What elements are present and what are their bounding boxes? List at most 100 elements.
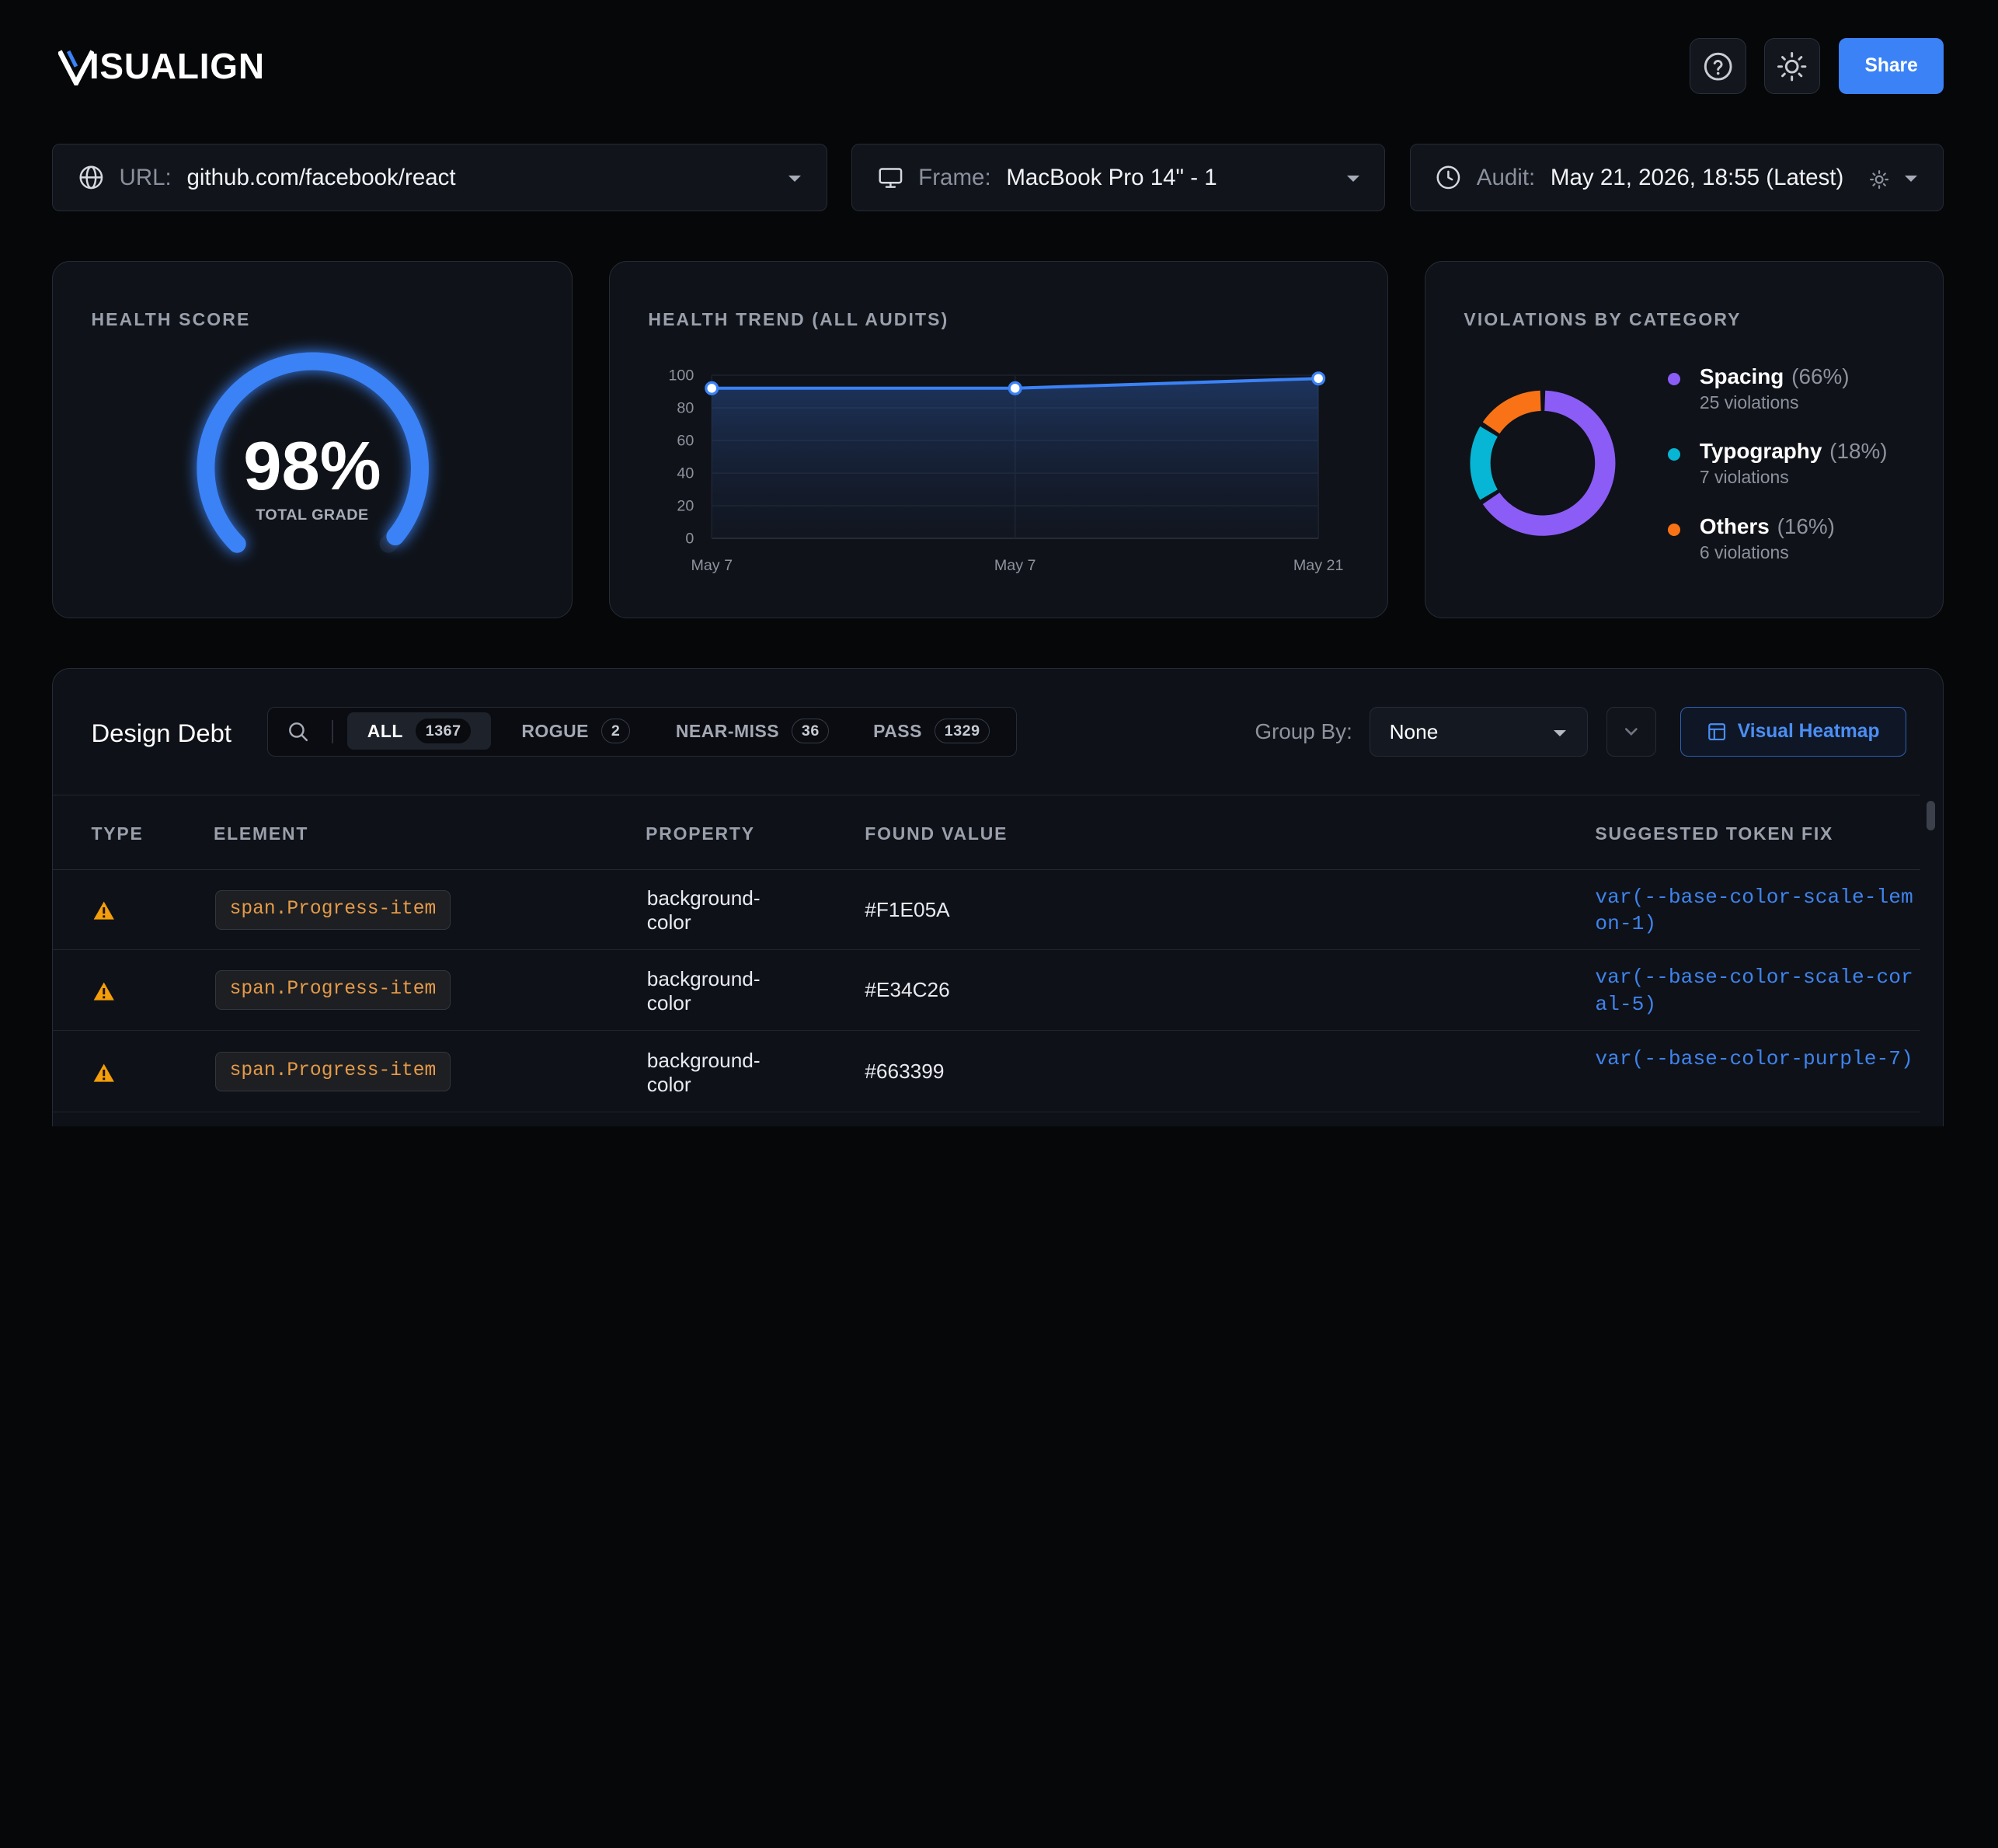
y-tick-label: 20 — [677, 498, 694, 515]
globe-icon — [79, 165, 103, 190]
health-gauge — [197, 352, 430, 554]
donut-slice — [1470, 426, 1498, 500]
health-score-value: 98% — [243, 426, 381, 504]
legend-count: 25 violations — [1699, 392, 1799, 412]
frame-selector[interactable]: Frame: MacBook Pro 14" - 1 — [851, 144, 1386, 212]
filter-bar: ALL 1367 ROGUE 2 NEAR-MISS 36 PASS 1329 — [266, 706, 1017, 757]
violations-donut — [1470, 391, 1616, 536]
violations-title: VIOLATIONS BY CATEGORY — [1464, 309, 1742, 329]
chevron-down-icon — [1905, 175, 1918, 182]
table-row[interactable]: span.Progress-item background-color #663… — [53, 1032, 1920, 1112]
design-debt-panel: Design Debt ALL 1367 ROGUE 2 NEAR-MISS 36 P… — [52, 667, 1944, 1127]
url-value: github.com/facebook/react — [186, 164, 456, 190]
trend-point — [1008, 381, 1022, 396]
legend-name: Spacing (66%) — [1699, 364, 1850, 388]
table-header: TYPE ELEMENT PROPERTY FOUND VALUE SUGGES… — [53, 795, 1920, 870]
legend-dot — [1667, 447, 1681, 461]
chevron-down-icon — [1554, 730, 1567, 737]
url-label: URL: — [119, 164, 172, 190]
share-button[interactable]: Share — [1839, 38, 1944, 95]
suggested-fix-cell[interactable]: var(--base-color-scale-coral-5) — [1595, 966, 1913, 1016]
sun-icon — [1777, 51, 1807, 81]
violations-card: VIOLATIONS BY CATEGORY Spacing (66%) 25 v… — [1425, 261, 1944, 618]
visual-heatmap-label: Visual Heatmap — [1737, 720, 1880, 742]
clock-icon — [1436, 165, 1460, 190]
table-scrollbar[interactable] — [1926, 801, 1936, 830]
legend-count: 6 violations — [1699, 542, 1789, 563]
x-tick-label: May 7 — [994, 557, 1036, 574]
audit-value: May 21, 2026, 18:55 (Latest) — [1550, 164, 1844, 190]
legend-dot — [1667, 373, 1681, 386]
warning-icon — [93, 982, 114, 1001]
logo-text: ISUALIGN — [89, 46, 265, 87]
expand-button[interactable] — [1606, 706, 1657, 757]
theme-toggle-button[interactable] — [1763, 38, 1820, 95]
design-debt-title: Design Debt — [91, 718, 231, 747]
help-button[interactable] — [1690, 38, 1746, 95]
column-header-property[interactable]: PROPERTY — [646, 823, 755, 844]
donut-slice — [1482, 391, 1542, 434]
search-icon[interactable] — [287, 720, 310, 743]
legend-count: 7 violations — [1699, 467, 1789, 488]
chevron-down-icon — [1346, 175, 1359, 182]
audit-selector[interactable]: Audit: May 21, 2026, 18:55 (Latest) — [1409, 144, 1944, 212]
warning-icon — [93, 1063, 114, 1082]
chevron-down-icon — [788, 175, 801, 182]
help-icon — [1704, 52, 1732, 81]
y-tick-label: 0 — [686, 531, 694, 548]
column-header-found-value[interactable]: FOUND VALUE — [865, 823, 1008, 844]
app-root: ISUALIGN Share URL: github.com/faceboo — [52, 38, 1944, 1127]
logo[interactable]: ISUALIGN — [58, 46, 264, 86]
column-header-element[interactable]: ELEMENT — [213, 823, 309, 844]
health-trend-card: HEALTH TREND (ALL AUDITS) 100 80 60 40 20 0 Ma… — [609, 261, 1388, 618]
group-by-select[interactable]: None — [1369, 706, 1588, 757]
legend-name: Typography (18%) — [1699, 439, 1888, 464]
suggested-fix-cell[interactable]: var(--base-color-purple-7) — [1595, 1047, 1913, 1071]
element-chip[interactable]: span.Progress-item — [214, 890, 451, 930]
property-cell: background-color — [646, 1048, 761, 1096]
sun-small-icon — [1869, 169, 1888, 189]
legend-name: Others (16%) — [1699, 514, 1835, 539]
y-tick-label: 60 — [677, 433, 694, 450]
chevron-down-icon — [1625, 728, 1638, 736]
found-value-cell: #E34C26 — [865, 978, 950, 1002]
y-tick-label: 80 — [677, 400, 694, 417]
filter-near-miss[interactable]: NEAR-MISS 36 — [656, 712, 850, 750]
group-by-label: Group By: — [1255, 719, 1352, 744]
donut-slice — [1482, 391, 1616, 536]
visual-heatmap-button[interactable]: Visual Heatmap — [1680, 706, 1906, 757]
suggested-fix-cell[interactable]: var(--base-color-scale-lemon-1) — [1595, 885, 1913, 936]
gauge-fill — [197, 352, 430, 554]
health-trend-title: HEALTH TREND (ALL AUDITS) — [648, 309, 949, 329]
warning-icon — [93, 901, 114, 920]
filter-pass[interactable]: PASS 1329 — [853, 712, 1010, 750]
logo-mark-icon — [58, 50, 95, 85]
legend-dot — [1667, 523, 1681, 536]
filter-all[interactable]: ALL 1367 — [346, 712, 492, 750]
trend-point — [705, 381, 719, 396]
health-trend-chart: 100 80 60 40 20 0 May 7 May 7 May 21 — [669, 367, 1344, 574]
trend-area — [712, 378, 1319, 539]
divider — [331, 720, 333, 743]
y-tick-label: 100 — [669, 367, 694, 385]
table-row[interactable]: span.Progress-item background-color #F1E… — [53, 870, 1920, 951]
column-header-suggested-fix[interactable]: SUGGESTED TOKEN FIX — [1595, 823, 1834, 844]
filter-rogue[interactable]: ROGUE 2 — [501, 712, 650, 750]
element-chip[interactable]: span.Progress-item — [214, 970, 451, 1011]
property-cell: background-color — [646, 886, 761, 934]
property-cell: background-color — [646, 966, 761, 1014]
element-chip[interactable]: span.Progress-item — [214, 1052, 451, 1092]
health-score-subtitle: TOTAL GRADE — [256, 506, 369, 524]
x-tick-label: May 7 — [691, 557, 733, 574]
table-row[interactable]: span.Progress-item background-color #E34… — [53, 950, 1920, 1031]
y-tick-label: 40 — [677, 465, 694, 482]
trend-point — [1311, 371, 1326, 386]
audit-label: Audit: — [1476, 164, 1536, 190]
layout-icon — [1708, 722, 1726, 740]
health-score-title: HEALTH SCORE — [91, 309, 251, 329]
url-selector[interactable]: URL: github.com/facebook/react — [52, 144, 827, 212]
group-by-value: None — [1389, 720, 1439, 744]
column-header-type[interactable]: TYPE — [91, 823, 144, 844]
monitor-icon — [879, 168, 902, 189]
frame-value: MacBook Pro 14" - 1 — [1006, 164, 1217, 190]
